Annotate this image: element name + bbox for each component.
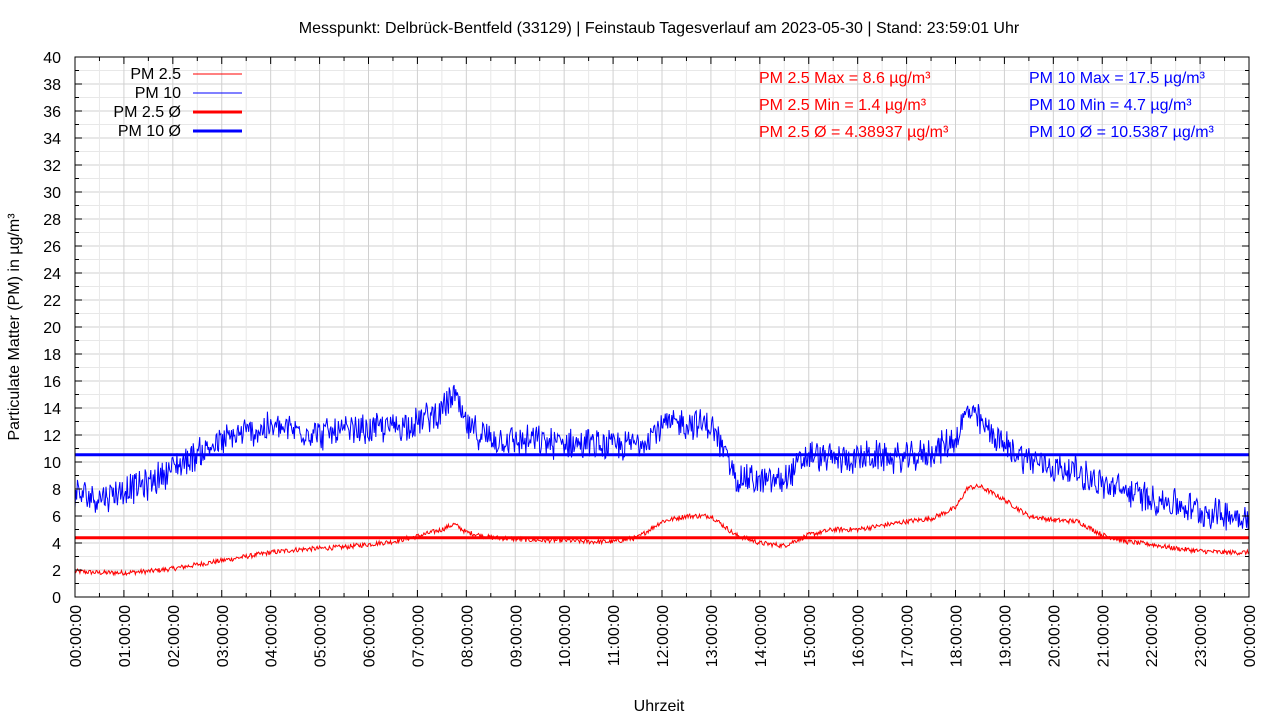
- y-tick-label: 24: [43, 266, 61, 283]
- x-tick-labels: 00:00:00 01:00:00 02:00:00 03:00:00 04:00:00…: [68, 605, 1259, 667]
- stats-annotations: PM 2.5 Max = 8.6 µg/m³ PM 2.5 Min = 1.4 …: [759, 70, 1215, 141]
- x-tick-label: 01:00:00: [117, 605, 134, 667]
- y-tick-label: 32: [43, 158, 61, 175]
- stat-pm10-avg: PM 10 Ø = 10.5387 µg/m³: [1029, 124, 1215, 141]
- y-tick-label: 20: [43, 320, 61, 337]
- x-tick-label: 06:00:00: [362, 605, 379, 667]
- x-tick-label: 12:00:00: [655, 605, 672, 667]
- x-tick-label: 05:00:00: [313, 605, 330, 667]
- y-tick-label: 22: [43, 293, 61, 310]
- x-tick-label: 21:00:00: [1095, 605, 1112, 667]
- y-tick-label: 26: [43, 239, 61, 256]
- y-tick-label: 2: [52, 563, 61, 580]
- y-tick-label: 14: [43, 401, 61, 418]
- y-tick-label: 18: [43, 347, 61, 364]
- y-axis-label: Particulate Matter (PM) in µg/m³: [6, 213, 23, 441]
- x-tick-label: 15:00:00: [802, 605, 819, 667]
- legend-label-pm10: PM 10: [135, 85, 181, 102]
- y-tick-label: 8: [52, 482, 61, 499]
- tick-marks: [74, 56, 1250, 598]
- x-tick-label: 23:00:00: [1193, 605, 1210, 667]
- stat-pm25-max: PM 2.5 Max = 8.6 µg/m³: [759, 70, 931, 87]
- series-line-pm25: [74, 483, 1250, 577]
- y-tick-label: 6: [52, 509, 61, 526]
- stat-pm25-avg: PM 2.5 Ø = 4.38937 µg/m³: [759, 124, 949, 141]
- x-tick-label: 08:00:00: [459, 605, 476, 667]
- x-tick-label: 10:00:00: [557, 605, 574, 667]
- y-tick-label: 12: [43, 428, 61, 445]
- series-line-pm10: [74, 384, 1250, 531]
- x-tick-label: 13:00:00: [704, 605, 721, 667]
- x-tick-label: 07:00:00: [410, 605, 427, 667]
- x-tick-label: 03:00:00: [215, 605, 232, 667]
- grid: [74, 56, 1250, 598]
- y-tick-label: 28: [43, 212, 61, 229]
- y-tick-label: 40: [43, 50, 61, 67]
- x-tick-label: 04:00:00: [264, 605, 281, 667]
- legend-label-pm25-avg: PM 2.5 Ø: [113, 104, 181, 121]
- chart-title: Messpunkt: Delbrück-Bentfeld (33129) | F…: [299, 20, 1020, 37]
- x-tick-label: 02:00:00: [166, 605, 183, 667]
- legend-label-pm10-avg: PM 10 Ø: [118, 123, 181, 140]
- x-axis-label: Uhrzeit: [634, 698, 685, 715]
- x-tick-label: 22:00:00: [1144, 605, 1161, 667]
- y-tick-label: 4: [52, 536, 61, 553]
- y-tick-label: 38: [43, 77, 61, 94]
- x-tick-label: 09:00:00: [508, 605, 525, 667]
- x-tick-label: 11:00:00: [606, 605, 623, 666]
- y-tick-label: 30: [43, 185, 61, 202]
- y-tick-label: 0: [52, 590, 61, 607]
- y-tick-label: 16: [43, 374, 61, 391]
- x-tick-label: 18:00:00: [949, 605, 966, 667]
- y-tick-label: 36: [43, 104, 61, 121]
- x-tick-label: 00:00:00: [68, 605, 85, 667]
- x-tick-label: 00:00:00: [1242, 605, 1259, 667]
- stat-pm10-max: PM 10 Max = 17.5 µg/m³: [1029, 70, 1206, 87]
- series-lines: [74, 384, 1250, 577]
- x-tick-label: 20:00:00: [1046, 605, 1063, 667]
- stat-pm10-min: PM 10 Min = 4.7 µg/m³: [1029, 97, 1192, 114]
- x-tick-label: 17:00:00: [900, 605, 917, 667]
- x-tick-label: 16:00:00: [851, 605, 868, 667]
- stat-pm25-min: PM 2.5 Min = 1.4 µg/m³: [759, 97, 927, 114]
- x-tick-label: 14:00:00: [753, 605, 770, 667]
- average-lines: [75, 453, 1249, 540]
- y-tick-label: 10: [43, 455, 61, 472]
- x-tick-label: 19:00:00: [997, 605, 1014, 667]
- legend-label-pm25: PM 2.5: [130, 66, 181, 83]
- y-tick-label: 34: [43, 131, 61, 148]
- legend: PM 2.5 PM 10 PM 2.5 Ø PM 10 Ø: [113, 66, 242, 140]
